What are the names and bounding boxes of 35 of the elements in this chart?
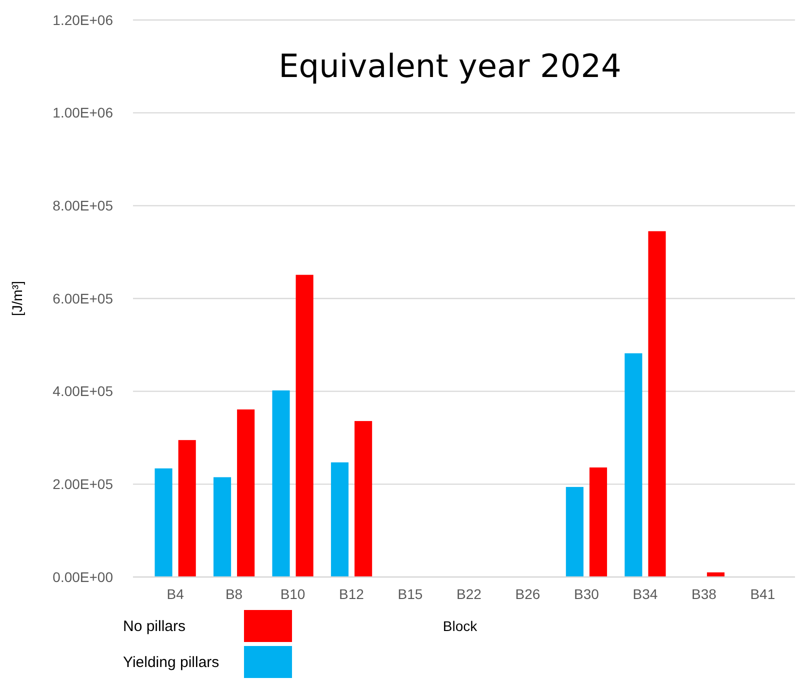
x-tick-label: B34 bbox=[632, 586, 658, 602]
y-tick-label: 1.00E+06 bbox=[52, 104, 114, 121]
bar bbox=[354, 421, 372, 577]
x-tick-label: B10 bbox=[280, 586, 306, 602]
text: Equivalent year 2024 bbox=[278, 47, 622, 85]
bar bbox=[296, 274, 314, 577]
bar bbox=[178, 440, 196, 577]
x-tick-label: B15 bbox=[398, 586, 423, 602]
text: No pillars bbox=[123, 618, 186, 635]
bar bbox=[213, 477, 232, 577]
y-axis-title: [J/m³] bbox=[9, 281, 25, 316]
bar bbox=[648, 231, 666, 577]
x-tick-label: B30 bbox=[574, 586, 600, 602]
bar bbox=[566, 486, 584, 577]
bar bbox=[330, 462, 349, 577]
bar bbox=[154, 468, 172, 577]
x-tick-label: B22 bbox=[456, 586, 482, 602]
y-tick-label: 2.00E+05 bbox=[52, 476, 114, 492]
x-axis-title: Block bbox=[442, 618, 478, 634]
y-tick-label: 6.00E+05 bbox=[52, 290, 114, 306]
bar bbox=[272, 390, 290, 577]
x-tick-label: B26 bbox=[515, 586, 540, 602]
x-tick-label: B4 bbox=[166, 586, 184, 602]
y-tick-label: 0.00E+00 bbox=[52, 568, 114, 585]
legend-label: Yielding pillars bbox=[123, 654, 220, 671]
y-tick-label: 4.00E+05 bbox=[52, 383, 114, 400]
bar bbox=[237, 409, 255, 577]
bar bbox=[589, 467, 608, 577]
y-tick-label: 1.20E+06 bbox=[52, 12, 114, 28]
bar bbox=[624, 353, 642, 577]
x-tick-label: B12 bbox=[339, 586, 364, 602]
x-tick-label: B8 bbox=[225, 586, 243, 602]
y-tick-label: 8.00E+05 bbox=[52, 198, 114, 214]
x-tick-label: B41 bbox=[750, 586, 776, 602]
x-tick-label: B38 bbox=[691, 586, 717, 602]
